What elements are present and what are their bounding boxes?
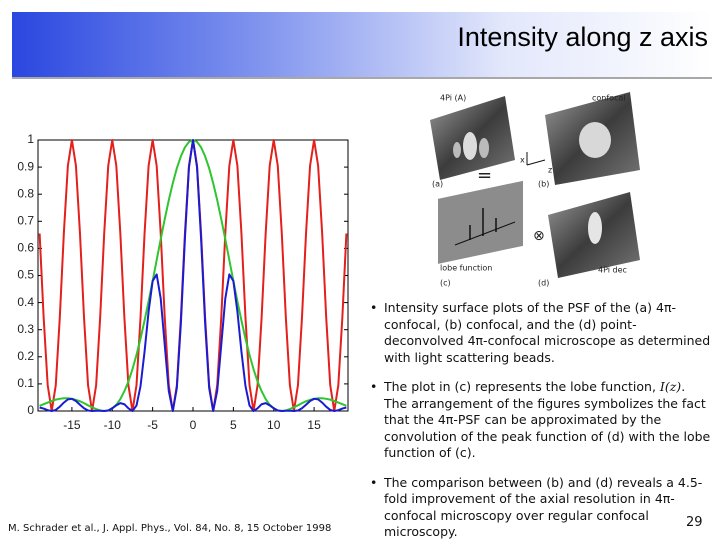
y-tick-label: 0.8	[17, 186, 34, 200]
figure-label: lobe function	[440, 264, 492, 273]
y-tick-label: 0.3	[17, 322, 34, 336]
convolve-sign: ⊗	[533, 228, 545, 244]
peak	[588, 212, 602, 244]
axis-arrow	[526, 159, 546, 166]
bullet-list: Intensity surface plots of the PSF of th…	[366, 300, 711, 554]
bullet-text: The plot in (c) represents the lobe func…	[384, 379, 660, 394]
psf-figure: 4Pi (A) confocal (a) (b) lobe function (…	[430, 92, 640, 288]
y-tick-label: 1	[27, 132, 34, 146]
y-tick-label: 0	[27, 403, 34, 417]
bullet: The comparison between (b) and (d) revea…	[366, 475, 711, 541]
series-line	[39, 139, 347, 412]
y-tick-label: 0.9	[17, 159, 34, 173]
figure-label: x	[520, 156, 525, 165]
figure-label: (c)	[440, 279, 451, 288]
peak	[479, 138, 489, 158]
slide-title: Intensity along z axis	[457, 22, 708, 52]
peak	[453, 142, 461, 158]
bullet-text: The comparison between (b) and (d) revea…	[384, 474, 703, 540]
equals-sign: =	[477, 165, 492, 186]
figure-label: (a)	[432, 180, 443, 189]
figure-label: (b)	[538, 180, 549, 189]
figure-label: (d)	[538, 279, 549, 288]
bullet-text: I(z)	[659, 379, 682, 394]
x-tick-label: 10	[267, 418, 281, 432]
y-tick-label: 0.4	[17, 295, 34, 309]
figure-label: 4Pi (A)	[440, 94, 466, 103]
x-tick-label: 5	[230, 418, 237, 432]
figure-label: 4Pi dec	[598, 266, 627, 275]
header-bar	[12, 12, 712, 77]
bullet: The plot in (c) represents the lobe func…	[366, 379, 711, 462]
x-tick-label: -5	[147, 418, 158, 432]
bullet: Intensity surface plots of the PSF of th…	[366, 300, 711, 366]
y-tick-label: 0.1	[17, 376, 34, 390]
x-tick-label: 15	[307, 418, 321, 432]
y-tick-label: 0.5	[17, 268, 34, 282]
bullet-text: . The arrangement of the figures symboli…	[384, 379, 711, 460]
bullet-text: Intensity surface plots of the PSF of th…	[384, 300, 711, 365]
page-number: 29	[686, 515, 703, 530]
y-tick-label: 0.7	[17, 213, 34, 227]
peak	[463, 132, 477, 160]
plot-area	[37, 139, 349, 412]
x-tick-label: -15	[63, 418, 81, 432]
peak	[579, 122, 611, 158]
x-tick-label: -10	[104, 418, 122, 432]
slide: { "header": {"title": "Intensity along z…	[0, 0, 720, 540]
lobe-axis	[454, 221, 516, 246]
y-tick-label: 0.6	[17, 241, 34, 255]
citation: M. Schrader et al., J. Appl. Phys., Vol.…	[8, 523, 332, 534]
y-tick-label: 0.2	[17, 349, 34, 363]
chart: 0 0.1 0.2 0.3 0.4 0.5 0.6 0.7 0.8 0.9 1 -15 -10 -5 0 5 1…	[17, 132, 349, 432]
figure-label: confocal	[592, 94, 626, 103]
x-tick-label: 0	[190, 418, 197, 432]
figure-label: z	[548, 166, 552, 175]
header-rule	[12, 77, 712, 79]
